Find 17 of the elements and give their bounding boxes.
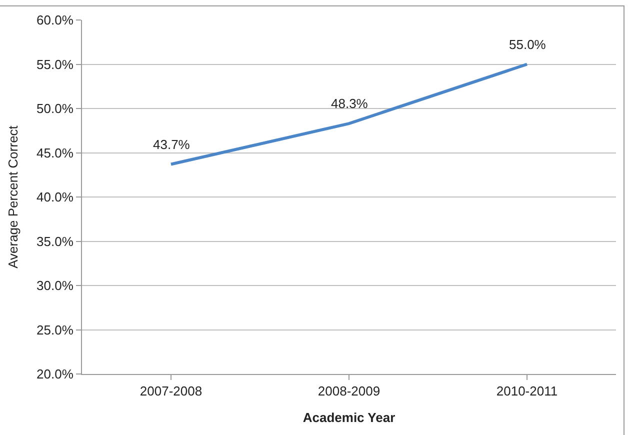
y-axis-title: Average Percent Correct bbox=[5, 125, 20, 268]
x-tick-label: 2007-2008 bbox=[140, 384, 202, 399]
y-tick-label: 60.0% bbox=[36, 12, 74, 28]
y-tick-label: 20.0% bbox=[36, 366, 74, 382]
y-tick-label: 50.0% bbox=[36, 101, 74, 116]
y-tick-label: 30.0% bbox=[36, 278, 74, 294]
x-tick-label: 2010-2011 bbox=[496, 384, 558, 399]
x-axis-title: Academic Year bbox=[302, 410, 396, 426]
y-tick-label: 45.0% bbox=[36, 145, 74, 160]
y-tick-label: 55.0% bbox=[36, 56, 74, 72]
y-tick-label: 40.0% bbox=[36, 190, 74, 205]
y-tick-label: 25.0% bbox=[36, 322, 74, 338]
x-tick-label: 2008-2009 bbox=[318, 384, 380, 399]
data-label: 48.3% bbox=[331, 96, 368, 111]
data-label: 43.7% bbox=[153, 137, 190, 152]
y-tick-label: 35.0% bbox=[36, 234, 74, 249]
data-label: 55.0% bbox=[509, 37, 546, 52]
